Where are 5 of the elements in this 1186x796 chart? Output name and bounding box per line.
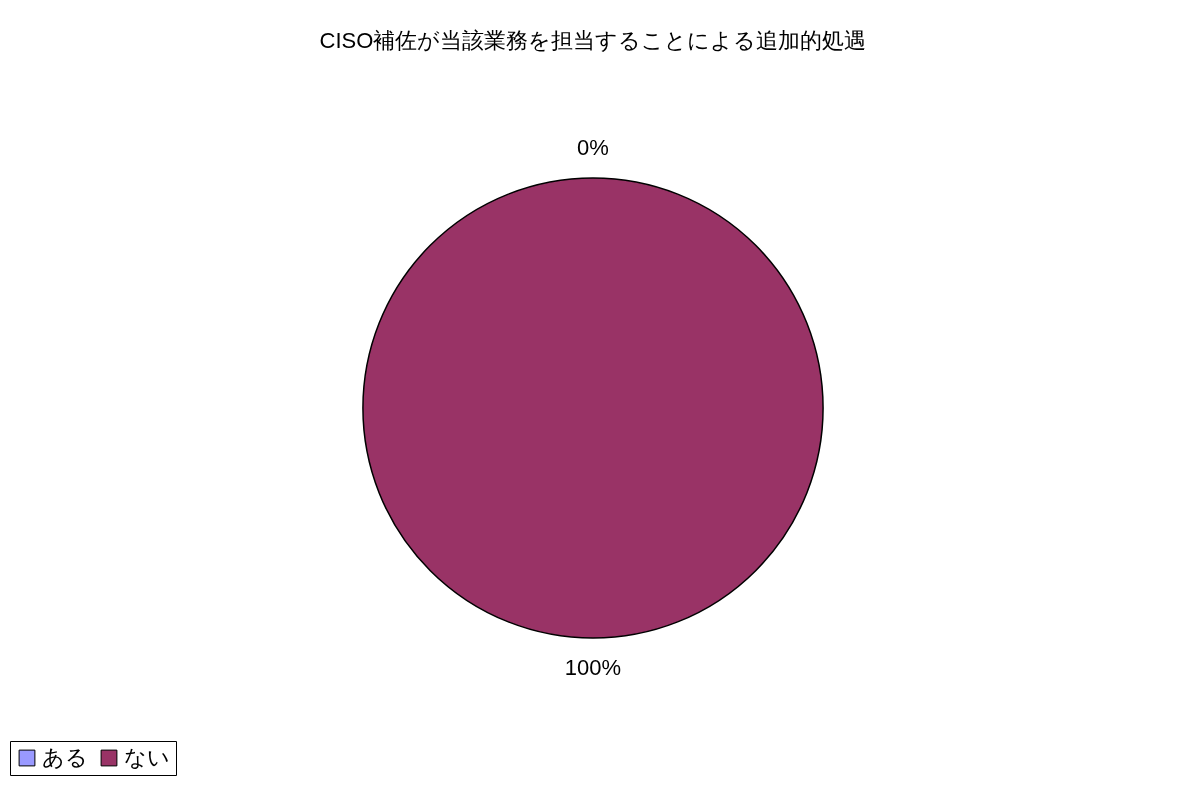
chart-title: CISO補佐が当該業務を担当することによる追加的処遇 <box>319 28 867 53</box>
data-label: 100% <box>564 655 622 680</box>
legend-label: ない <box>124 745 170 770</box>
text: 0% <box>577 135 609 160</box>
legend-label: ある <box>42 745 88 770</box>
